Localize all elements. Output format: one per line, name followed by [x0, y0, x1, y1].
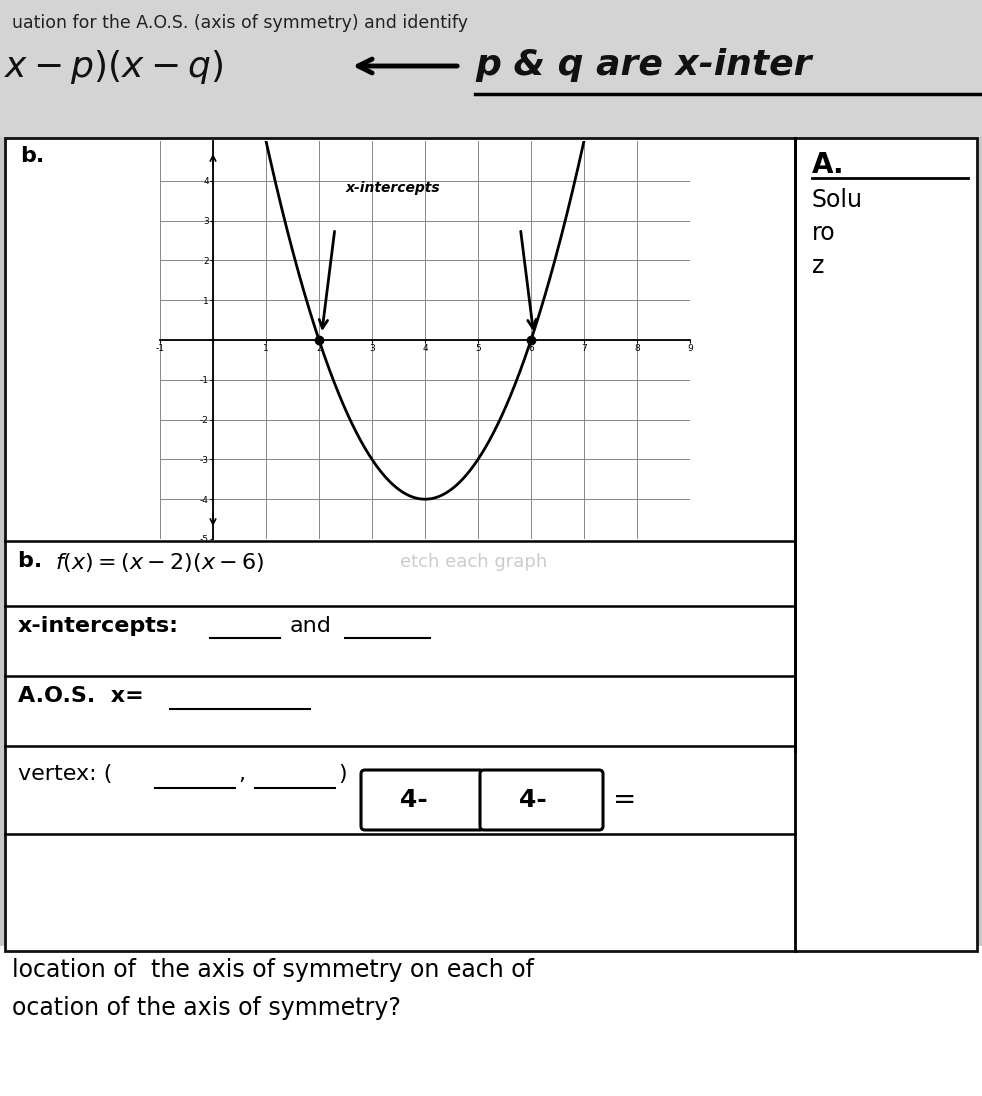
Text: x-intercepts: x-intercepts — [346, 181, 440, 195]
Text: b.: b. — [20, 146, 44, 165]
Text: location of  the axis of symmetry on each of: location of the axis of symmetry on each… — [12, 958, 534, 982]
Text: ): ) — [338, 764, 347, 784]
Text: vertex: (: vertex: ( — [18, 764, 112, 784]
Text: A.O.S.  x=: A.O.S. x= — [18, 686, 143, 706]
FancyBboxPatch shape — [361, 770, 484, 830]
Text: 4-: 4- — [400, 788, 445, 812]
FancyBboxPatch shape — [480, 770, 603, 830]
Text: =: = — [613, 786, 636, 814]
Text: x-intercepts:: x-intercepts: — [18, 616, 179, 636]
Text: ,: , — [238, 764, 245, 784]
Text: $f(x) = (x-2)(x-6)$: $f(x) = (x-2)(x-6)$ — [55, 551, 265, 574]
Text: p & q are x-inter: p & q are x-inter — [475, 48, 811, 82]
Text: A.: A. — [812, 151, 845, 179]
Text: b.: b. — [18, 551, 50, 571]
Bar — [0, 946, 982, 1096]
Bar — [0, 0, 982, 136]
Text: 4-: 4- — [518, 788, 564, 812]
Text: $\mathit{x-p)(x-q)}$: $\mathit{x-p)(x-q)}$ — [4, 48, 223, 85]
Text: ro: ro — [812, 221, 836, 246]
Text: uation for the A.O.S. (axis of symmetry) and identify: uation for the A.O.S. (axis of symmetry)… — [12, 14, 468, 32]
Text: ocation of the axis of symmetry?: ocation of the axis of symmetry? — [12, 996, 401, 1020]
Text: etch each graph: etch each graph — [400, 553, 547, 571]
Bar — [5, 138, 977, 951]
Text: z: z — [812, 254, 824, 278]
Text: and: and — [290, 616, 332, 636]
Text: Solu: Solu — [812, 189, 863, 212]
